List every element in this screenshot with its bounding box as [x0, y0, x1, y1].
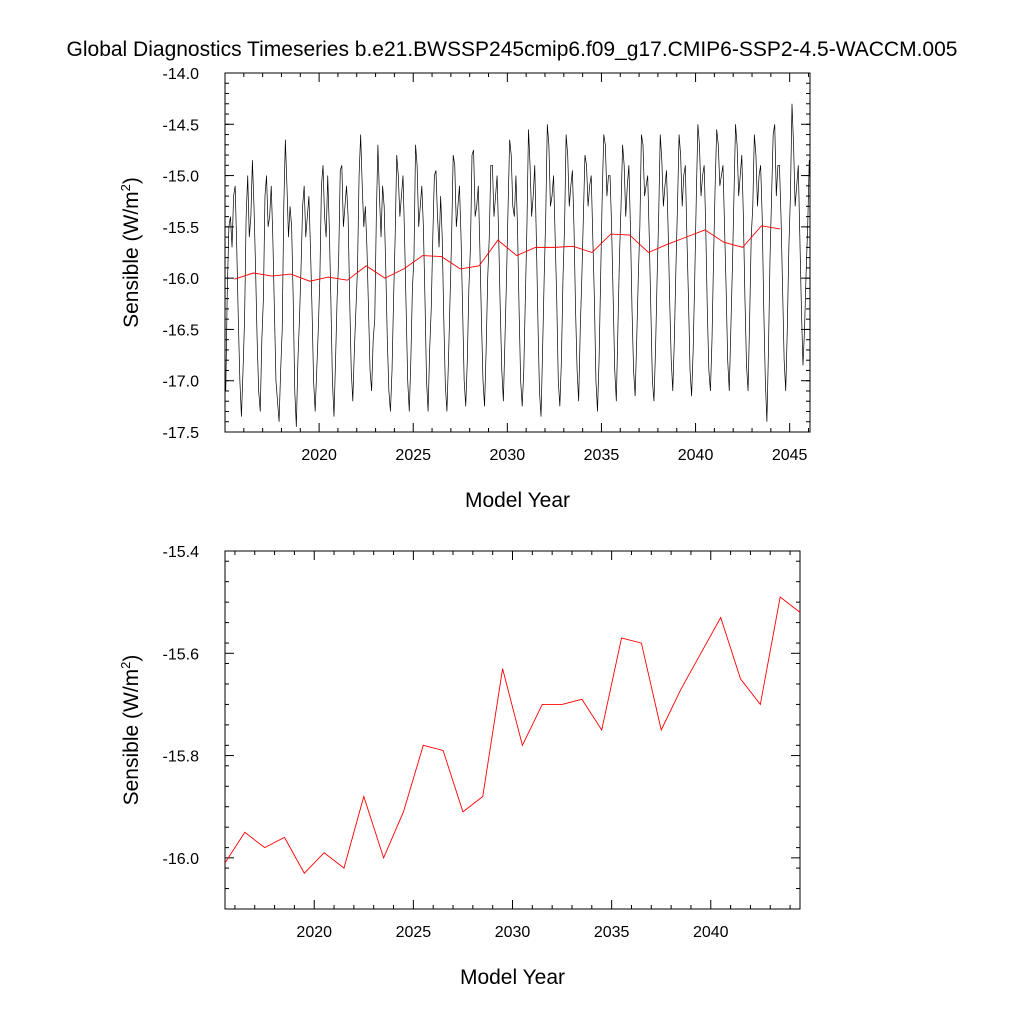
- top-panel: 2020 2025 2030 2035 2040 2045 -14.0 -14.5 -15.0 -…: [118, 66, 811, 512]
- x-tick-label: 2025: [396, 924, 432, 941]
- y-axis-title-superscript: 2: [118, 184, 133, 191]
- y-axis-title-close: ): [120, 177, 143, 184]
- x-tick-label: 2025: [395, 447, 431, 464]
- y-tick-label: -16.0: [163, 851, 200, 868]
- x-tick-label: 2030: [495, 924, 531, 941]
- x-tick-label: 2020: [301, 447, 337, 464]
- y-axis-title: Sensible (W/m2): [118, 177, 143, 328]
- y-tick-label: -14.0: [163, 66, 200, 83]
- x-axis-title: Model Year: [465, 489, 570, 512]
- x-axis-title: Model Year: [460, 966, 565, 989]
- y-axis-title-main: Sensible (W/m: [120, 669, 143, 806]
- x-tick-label: 2040: [678, 447, 714, 464]
- y-tick-label: -15.6: [163, 646, 200, 663]
- y-tick-label: -16.0: [163, 271, 200, 288]
- plot-frame: [224, 72, 811, 433]
- y-tick-label: -17.5: [163, 425, 200, 442]
- plot-frame: [224, 550, 801, 910]
- y-tick-label: -15.4: [163, 544, 200, 561]
- x-tick-label: 2035: [594, 924, 630, 941]
- x-tick-label: 2035: [584, 447, 620, 464]
- monthly-series-line: [225, 103, 810, 427]
- annual-series-line: [234, 225, 781, 282]
- y-tick-label: -15.0: [163, 169, 200, 186]
- y-tick-label: -17.0: [163, 374, 200, 391]
- y-axis-title-main: Sensible (W/m: [120, 191, 143, 328]
- y-axis-title: Sensible (W/m2): [118, 655, 143, 806]
- y-tick-label: -15.8: [163, 749, 200, 766]
- y-tick-label: -14.5: [163, 117, 200, 134]
- x-tick-label: 2040: [693, 924, 729, 941]
- x-tick-label: 2045: [772, 447, 808, 464]
- y-axis-title-close: ): [120, 655, 143, 662]
- y-tick-label: -15.5: [163, 220, 200, 237]
- y-axis-title-superscript: 2: [118, 662, 133, 669]
- bottom-panel: 2020 2025 2030 2035 2040 -15.4 -15.6 -15.8 -16.0…: [118, 544, 801, 989]
- annual-series-line: [225, 596, 800, 874]
- page-title: Global Diagnostics Timeseries b.e21.BWSS…: [66, 38, 958, 61]
- x-tick-label: 2030: [490, 447, 526, 464]
- x-tick-label: 2020: [296, 924, 332, 941]
- y-tick-label: -16.5: [163, 322, 200, 339]
